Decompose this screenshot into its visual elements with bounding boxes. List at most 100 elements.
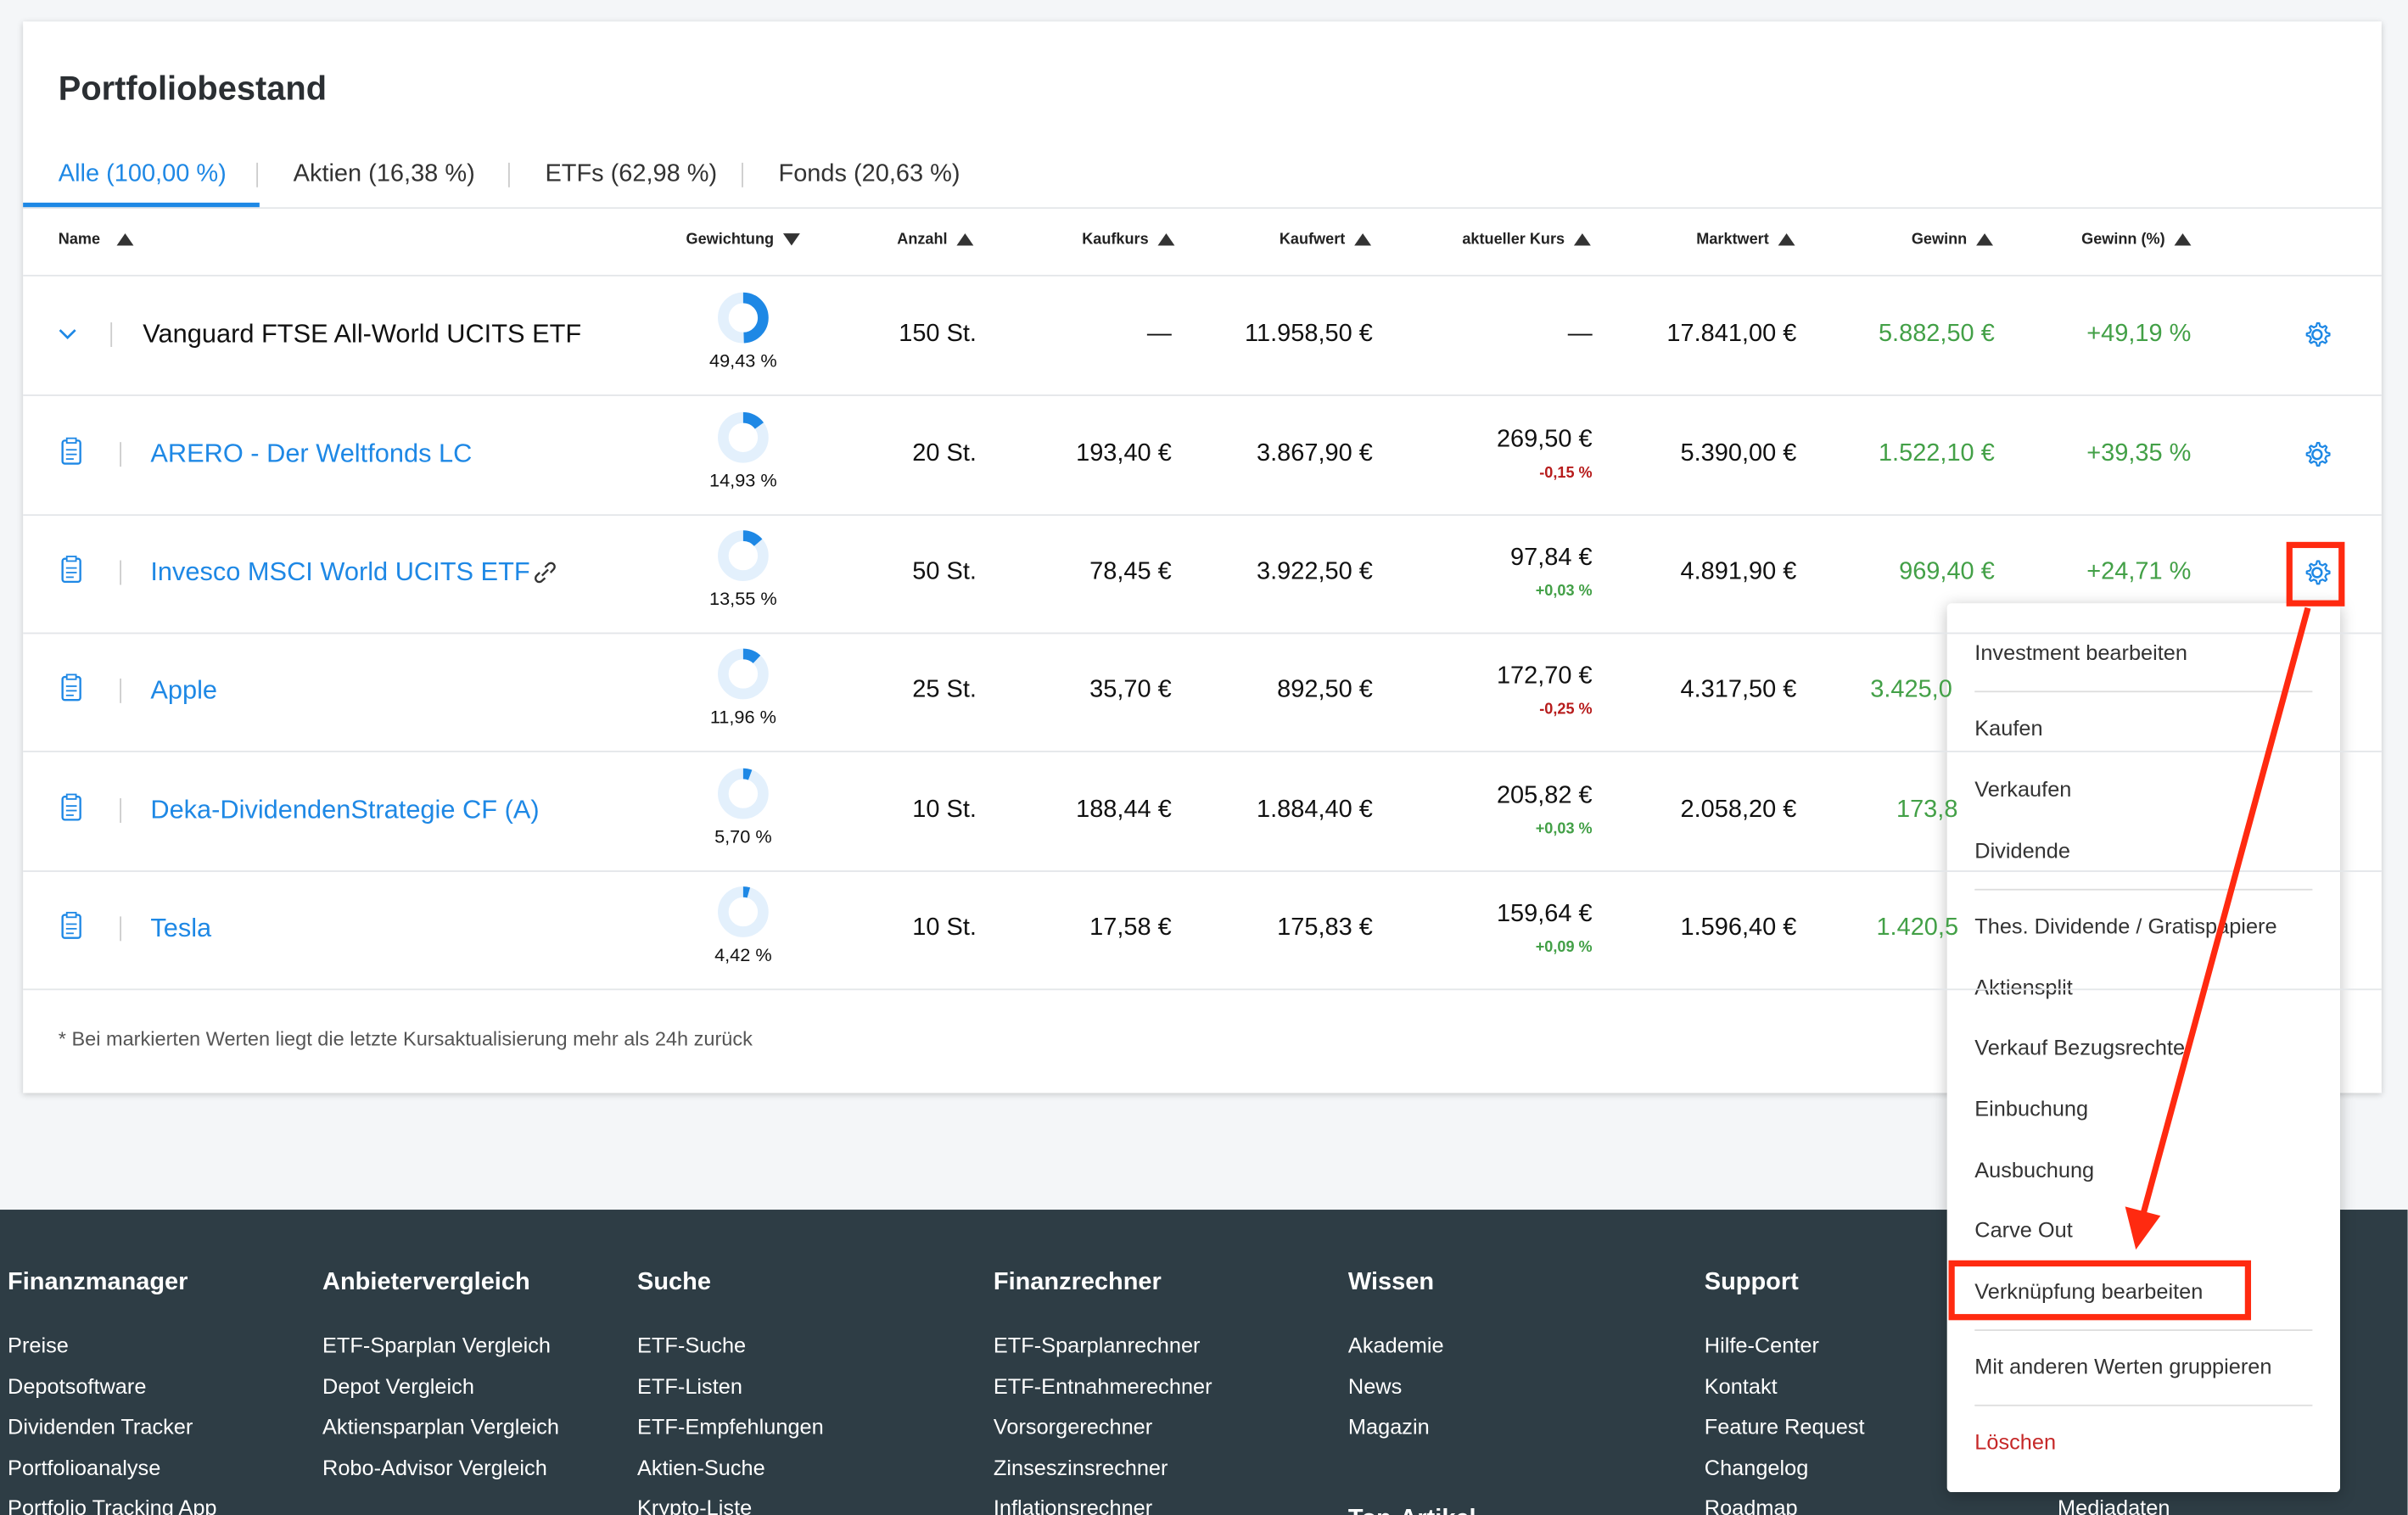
weight-arc — [718, 530, 769, 581]
menu-item[interactable]: Aktiensplit — [1974, 974, 2073, 999]
footer-link[interactable]: Portfolio Tracking App — [8, 1495, 217, 1515]
tab[interactable]: Fonds (20,63 %) — [778, 161, 960, 187]
asset-name[interactable]: Deka-DividendenStrategie CF (A) — [150, 795, 540, 825]
column-header: Gewinn — [1911, 232, 1968, 249]
menu-item[interactable]: Verkaufen — [1974, 776, 2072, 802]
buy-price: 35,70 € — [1089, 677, 1172, 703]
menu-item[interactable]: Carve Out — [1974, 1217, 2073, 1243]
menu-item[interactable]: Verknüpfung bearbeiten — [1974, 1278, 2204, 1304]
weight-donut — [718, 292, 769, 344]
divider — [1974, 690, 2313, 693]
divider — [23, 988, 2382, 991]
footer-link[interactable]: Preise — [8, 1332, 69, 1357]
clipboard-icon[interactable] — [61, 793, 81, 822]
footer-link[interactable]: Akademie — [1347, 1332, 1444, 1357]
divider — [23, 394, 2382, 396]
footer-link[interactable]: Roadmap — [1704, 1495, 1798, 1515]
sort-arrow[interactable] — [782, 233, 800, 246]
menu-item[interactable]: Investment bearbeiten — [1974, 640, 2187, 665]
footer-link[interactable]: Robo-Advisor Vergleich — [322, 1454, 547, 1479]
sort-arrow[interactable] — [1354, 233, 1372, 246]
footer-link[interactable]: Mediadaten — [2057, 1495, 2170, 1515]
menu-item[interactable]: Kaufen — [1974, 715, 2043, 741]
buy-value: 175,83 € — [1277, 914, 1373, 942]
footer-link[interactable]: Magazin — [1347, 1413, 1430, 1439]
gain: 969,40 € — [1899, 558, 1995, 585]
footer-link[interactable]: News — [1347, 1372, 1403, 1398]
footer-link[interactable]: Depotsoftware — [8, 1372, 147, 1398]
weight-donut — [718, 768, 769, 819]
footer-link[interactable]: Depot Vergleich — [322, 1372, 474, 1398]
sort-arrow[interactable] — [116, 233, 134, 246]
footer-link[interactable]: Inflationsrechner — [993, 1495, 1153, 1515]
menu-item[interactable]: Mit anderen Werten gruppieren — [1974, 1354, 2272, 1379]
sort-arrow[interactable] — [1778, 233, 1795, 246]
count: 25 St. — [912, 677, 977, 703]
highlight-box — [2286, 541, 2345, 607]
footer-link[interactable]: Vorsorgerechner — [993, 1413, 1153, 1439]
footer-link[interactable]: Kontakt — [1704, 1372, 1778, 1398]
buy-price: 193,40 € — [1076, 440, 1172, 467]
menu-item[interactable]: Dividende — [1974, 837, 2070, 863]
asset-name[interactable]: Apple — [150, 675, 218, 705]
sort-arrow[interactable] — [956, 233, 974, 246]
sort-arrow[interactable] — [1157, 233, 1175, 246]
footer-link[interactable]: ETF-Sparplanrechner — [993, 1332, 1201, 1357]
gain: 173,8 — [1896, 797, 1958, 823]
tab[interactable]: Aktien (16,38 %) — [293, 161, 475, 187]
menu-item[interactable]: Ausbuchung — [1974, 1156, 2095, 1182]
footer-link[interactable]: ETF-Listen — [637, 1372, 742, 1398]
footer-link[interactable]: ETF-Sparplan Vergleich — [322, 1332, 552, 1357]
tab-separator — [508, 162, 510, 187]
footer-link[interactable]: Hilfe-Center — [1704, 1332, 1819, 1357]
weight-label: 4,42 % — [714, 943, 772, 966]
buy-value: 1.884,40 € — [1257, 797, 1373, 823]
footer-link[interactable]: Feature Request — [1704, 1413, 1865, 1439]
footer-link[interactable]: Dividenden Tracker — [8, 1413, 193, 1439]
tab[interactable]: ETFs (62,98 %) — [545, 161, 718, 187]
gain: 3.425,0 — [1870, 677, 1952, 703]
buy-price: — — [1146, 321, 1172, 347]
asset-name[interactable]: ARERO - Der Weltfonds LC — [150, 439, 473, 468]
footer-link[interactable]: ETF-Suche — [637, 1332, 747, 1357]
clipboard-icon[interactable] — [61, 674, 81, 702]
link-icon[interactable] — [533, 561, 557, 585]
count: 50 St. — [912, 558, 977, 585]
count: 10 St. — [912, 797, 977, 823]
settings-gear[interactable] — [2304, 559, 2332, 587]
settings-gear[interactable] — [2304, 321, 2332, 349]
divider — [1974, 1329, 2313, 1332]
clipboard-icon[interactable] — [61, 556, 81, 584]
count: 10 St. — [912, 914, 977, 942]
clipboard-icon[interactable] — [61, 911, 81, 940]
price: 172,70 € — [1496, 662, 1593, 690]
footer-link[interactable]: ETF-Empfehlungen — [637, 1413, 824, 1439]
menu-item[interactable]: Verkauf Bezugsrechte — [1974, 1035, 2186, 1060]
weight-arc — [718, 886, 769, 937]
tab[interactable]: Alle (100,00 %) — [58, 161, 227, 187]
menu-item[interactable]: Einbuchung — [1974, 1095, 2089, 1121]
separator — [120, 442, 121, 467]
market-value: 4.317,50 € — [1680, 677, 1797, 703]
menu-item[interactable]: Löschen — [1974, 1429, 2057, 1455]
footer-link[interactable]: Portfolioanalyse — [8, 1454, 161, 1479]
divider — [23, 750, 2382, 752]
footer-link[interactable]: Aktiensparplan Vergleich — [322, 1413, 559, 1439]
asset-name[interactable]: Invesco MSCI World UCITS ETF — [150, 556, 530, 587]
footer-link[interactable]: Zinseszinsrechner — [993, 1454, 1168, 1479]
expand-chevron[interactable] — [59, 328, 77, 340]
sort-arrow[interactable] — [1573, 233, 1591, 246]
sort-arrow[interactable] — [1976, 233, 1993, 246]
footer-link[interactable]: Aktien-Suche — [637, 1454, 765, 1479]
footer-link[interactable]: ETF-Entnahmerechner — [993, 1372, 1212, 1398]
tab-underline — [23, 202, 260, 208]
asset-name[interactable]: Tesla — [150, 913, 212, 943]
settings-gear[interactable] — [2304, 440, 2332, 468]
footer-link[interactable]: Krypto-Liste — [637, 1495, 753, 1515]
sort-arrow[interactable] — [2174, 233, 2192, 246]
clipboard-icon[interactable] — [61, 437, 81, 466]
price: 269,50 € — [1496, 427, 1593, 453]
price-change: +0,03 % — [1535, 821, 1593, 839]
footer-link[interactable]: Changelog — [1704, 1454, 1809, 1479]
